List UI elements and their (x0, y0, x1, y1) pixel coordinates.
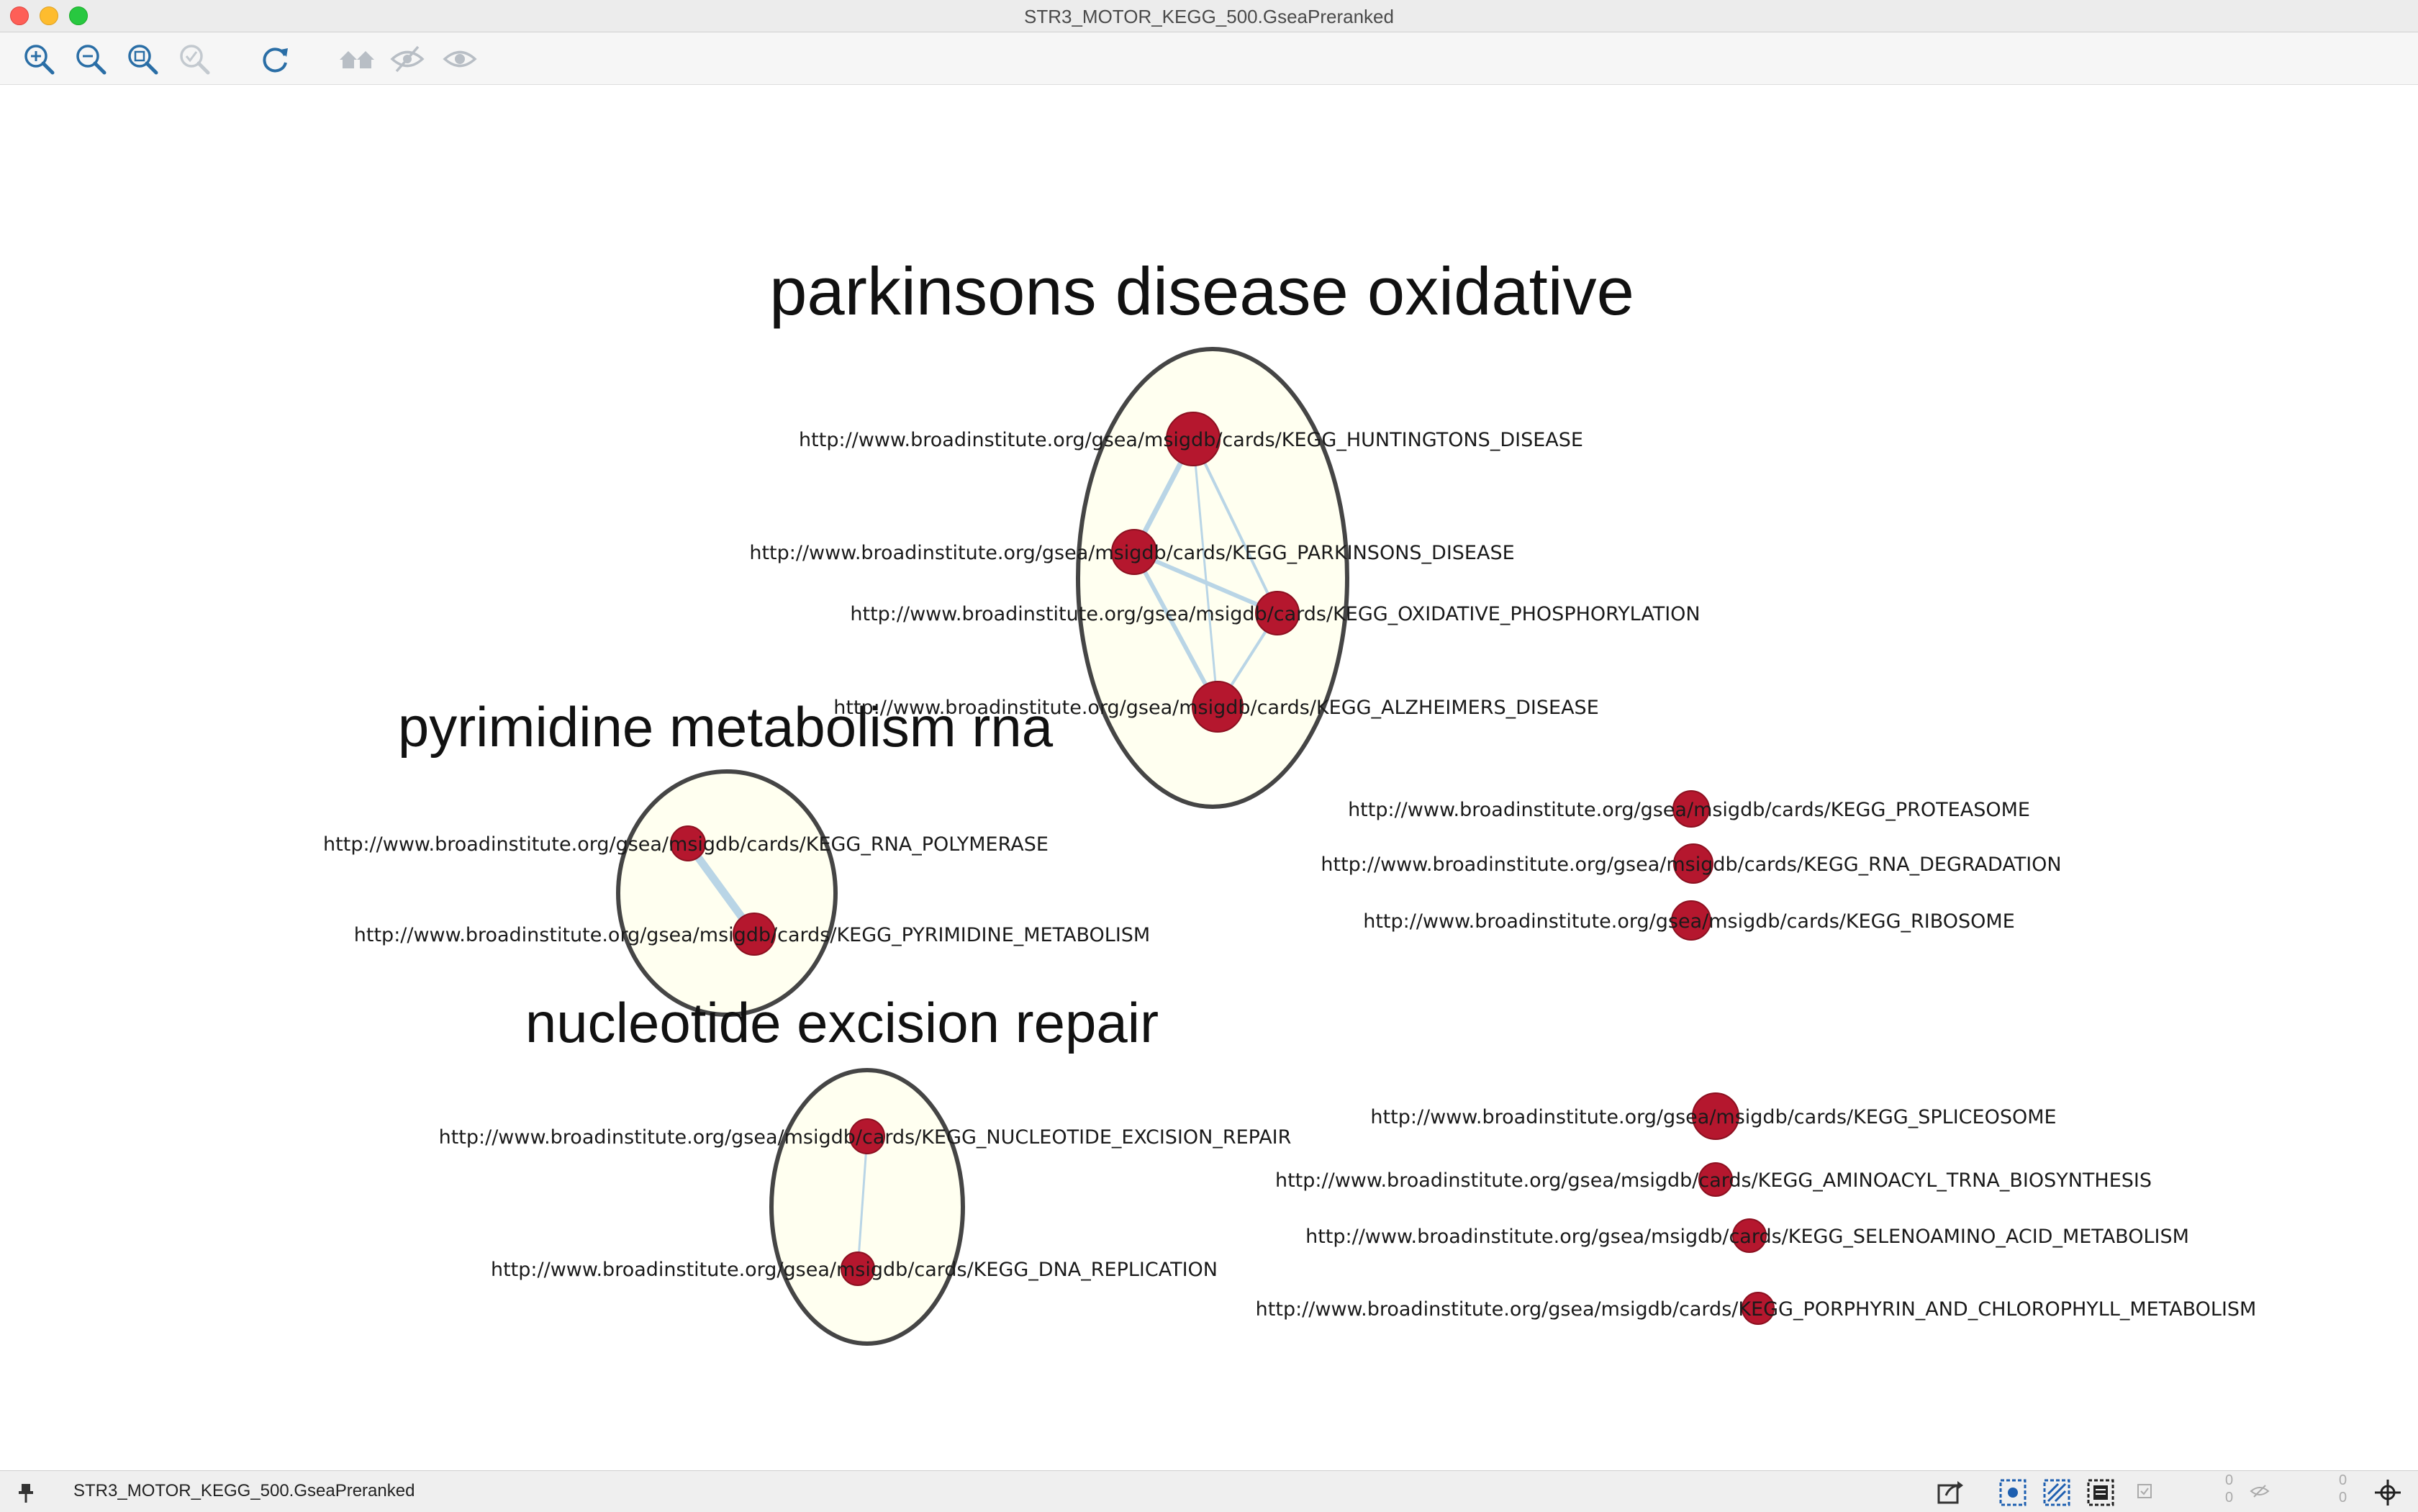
node-label: http://www.broadinstitute.org/gsea/msigd… (1370, 1106, 2056, 1128)
show-icon[interactable] (442, 41, 478, 77)
node-label: http://www.broadinstitute.org/gsea/msigd… (799, 429, 1583, 451)
cluster-label-ner: nucleotide excision repair (525, 991, 1159, 1054)
maximize-window-button[interactable] (69, 6, 88, 25)
node-label: http://www.broadinstitute.org/gsea/msigd… (491, 1259, 1218, 1281)
total-nodes-count: 0 (2225, 1490, 2234, 1506)
nodes (670, 412, 1775, 1325)
select-nodes-icon[interactable] (1997, 1477, 2029, 1508)
node-ribosome[interactable] (1671, 900, 1711, 941)
node-selenoamino-acid-metabolism[interactable] (1732, 1218, 1767, 1253)
zoom-out-icon[interactable] (73, 41, 109, 77)
node-porphyrin-chlorophyll-metabolism[interactable] (1742, 1292, 1775, 1325)
node-label: http://www.broadinstitute.org/gsea/msigd… (1256, 1298, 2257, 1321)
node-proteasome[interactable] (1672, 790, 1710, 828)
status-bar: STR3_MOTOR_KEGG_500.GseaPreranked 0 0 0 … (0, 1470, 2418, 1512)
network-graph[interactable]: parkinsons disease oxidative pyrimidine … (0, 85, 2418, 1470)
node-labels: http://www.broadinstitute.org/gsea/msigd… (323, 429, 2256, 1321)
edge-huntingtons-alzheimers[interactable] (1192, 438, 1219, 708)
window-title: STR3_MOTOR_KEGG_500.GseaPreranked (1024, 6, 1394, 27)
node-alzheimers-disease[interactable] (1192, 681, 1244, 733)
cluster-label-pyrimidine: pyrimidine metabolism rna (398, 695, 1054, 759)
network-canvas[interactable]: parkinsons disease oxidative pyrimidine … (0, 85, 2418, 1470)
node-aminoacyl-trna-biosynthesis[interactable] (1698, 1162, 1733, 1197)
close-window-button[interactable] (10, 6, 29, 25)
node-rna-polymerase[interactable] (670, 825, 706, 861)
export-icon[interactable] (1934, 1477, 1966, 1508)
network-name: STR3_MOTOR_KEGG_500.GseaPreranked (73, 1481, 415, 1500)
hidden-edges-count: 0 (2339, 1490, 2347, 1506)
node-label: http://www.broadinstitute.org/gsea/msigd… (439, 1126, 1292, 1149)
edge-parkinsons-alzheimers[interactable] (1132, 550, 1220, 709)
pin-icon[interactable] (13, 1477, 39, 1508)
window-titlebar: STR3_MOTOR_KEGG_500.GseaPreranked (0, 0, 2418, 32)
node-label: http://www.broadinstitute.org/gsea/msigd… (323, 833, 1049, 856)
node-oxidative-phosphorylation[interactable] (1255, 591, 1300, 635)
navigator-crosshair-icon[interactable] (2372, 1477, 2404, 1508)
node-label: http://www.broadinstitute.org/gsea/msigd… (833, 697, 1599, 719)
node-pyrimidine-metabolism[interactable] (733, 913, 776, 956)
cluster-label-parkinsons: parkinsons disease oxidative (769, 253, 1634, 329)
node-rna-degradation[interactable] (1673, 843, 1713, 884)
edge-parkinsons-oxidative[interactable] (1132, 550, 1280, 615)
select-annotations-icon[interactable] (2085, 1477, 2116, 1508)
zoom-fit-icon[interactable] (124, 41, 160, 77)
node-label: http://www.broadinstitute.org/gsea/msigd… (354, 924, 1150, 946)
node-label: http://www.broadinstitute.org/gsea/msigd… (1305, 1226, 2189, 1248)
node-parkinsons-disease[interactable] (1111, 529, 1157, 575)
hidden-eye-icon (2250, 1485, 2270, 1498)
node-label: http://www.broadinstitute.org/gsea/msigd… (1321, 854, 2061, 876)
edge-huntingtons-oxidative[interactable] (1192, 438, 1279, 615)
selected-nodes-count: 0 (2225, 1472, 2234, 1488)
hide-icon[interactable] (389, 41, 425, 77)
node-huntingtons-disease[interactable] (1166, 412, 1221, 466)
hidden-nodes-count: 0 (2339, 1472, 2347, 1488)
home-icon[interactable] (337, 41, 380, 77)
zoom-in-icon[interactable] (21, 41, 57, 77)
node-spliceosome[interactable] (1692, 1092, 1739, 1140)
cluster-parkinsons[interactable]: parkinsons disease oxidative (769, 253, 1634, 809)
refresh-icon[interactable] (258, 41, 294, 77)
select-edges-icon[interactable] (2041, 1477, 2073, 1508)
node-dna-replication[interactable] (841, 1251, 875, 1286)
node-label: http://www.broadinstitute.org/gsea/msigd… (1348, 799, 2030, 821)
cluster-ner[interactable]: nucleotide excision repair (525, 991, 1159, 1346)
network-toolbar (0, 32, 2418, 85)
node-label: http://www.broadinstitute.org/gsea/msigd… (749, 542, 1514, 564)
node-label: http://www.broadinstitute.org/gsea/msigd… (1275, 1169, 2152, 1192)
node-nucleotide-excision-repair[interactable] (849, 1118, 885, 1154)
node-label: http://www.broadinstitute.org/gsea/msigd… (850, 603, 1700, 625)
zoom-selected-icon[interactable] (176, 41, 212, 77)
node-label: http://www.broadinstitute.org/gsea/msigd… (1363, 910, 2015, 933)
edge-ner-dnareplication[interactable] (856, 1135, 869, 1270)
selection-check-icon (2137, 1484, 2152, 1498)
minimize-window-button[interactable] (40, 6, 58, 25)
